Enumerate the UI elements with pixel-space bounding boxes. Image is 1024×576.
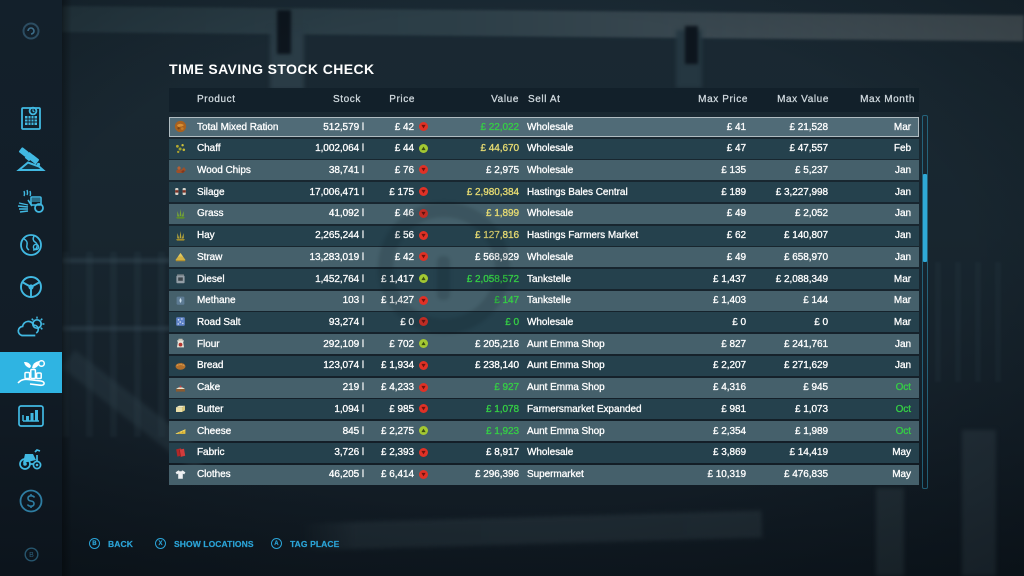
- svg-text:B: B: [29, 552, 34, 559]
